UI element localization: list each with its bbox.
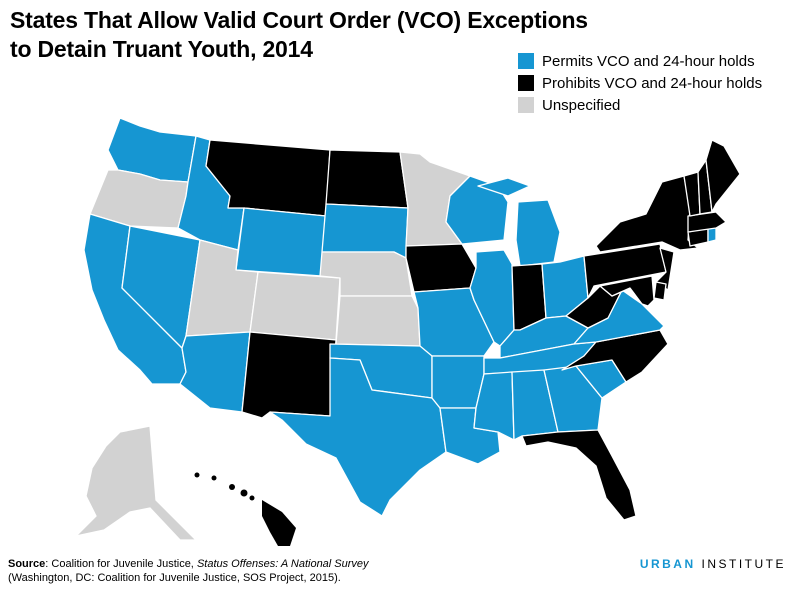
legend-swatch-permits bbox=[518, 53, 534, 69]
state-NM bbox=[241, 331, 337, 419]
state-CO bbox=[249, 271, 341, 341]
source-label: Source bbox=[8, 558, 46, 570]
state-WI bbox=[445, 175, 509, 245]
legend-label-permits: Permits VCO and 24-hour holds bbox=[542, 52, 755, 70]
legend-item-permits: Permits VCO and 24-hour holds bbox=[518, 50, 762, 72]
chart-title: States That Allow Valid Court Order (VCO… bbox=[10, 6, 588, 64]
state-ME bbox=[705, 139, 741, 213]
state-AZ bbox=[179, 331, 251, 413]
legend-label-unspecified: Unspecified bbox=[542, 96, 621, 114]
legend: Permits VCO and 24-hour holds Prohibits … bbox=[518, 50, 762, 116]
source-title: Status Offenses: A National Survey bbox=[196, 558, 369, 570]
state-IA bbox=[405, 243, 477, 293]
legend-label-prohibits: Prohibits VCO and 24-hour holds bbox=[542, 74, 763, 92]
legend-item-unspecified: Unspecified bbox=[518, 94, 762, 116]
state-WY bbox=[235, 207, 327, 277]
brand-urban: URBAN bbox=[639, 557, 696, 571]
state-FL bbox=[521, 429, 637, 521]
urban-institute-logo: URBAN INSTITUTE bbox=[640, 557, 786, 571]
state-DE bbox=[653, 281, 667, 301]
legend-item-prohibits: Prohibits VCO and 24-hour holds bbox=[518, 72, 762, 94]
state-IL bbox=[469, 249, 515, 347]
source-note: Source: Coalition for Juvenile Justice, … bbox=[8, 557, 428, 585]
state-KS bbox=[335, 295, 421, 347]
title-line-2: to Detain Truant Youth, 2014 bbox=[10, 36, 313, 62]
state-NY bbox=[595, 175, 699, 253]
state-ND bbox=[325, 149, 409, 209]
state-AK bbox=[75, 425, 197, 541]
source-text-2: (Washington, DC: Coalition for Juvenile … bbox=[8, 572, 341, 584]
brand-institute: INSTITUTE bbox=[695, 557, 786, 571]
state-NC bbox=[561, 329, 669, 383]
legend-swatch-prohibits bbox=[518, 75, 534, 91]
legend-swatch-unspecified bbox=[518, 97, 534, 113]
source-text-1: : Coalition for Juvenile Justice, bbox=[45, 558, 197, 570]
state-HI bbox=[194, 472, 296, 546]
state-SD bbox=[321, 203, 409, 259]
title-line-1: States That Allow Valid Court Order (VCO… bbox=[10, 7, 588, 33]
state-AR bbox=[431, 355, 485, 409]
state-MI bbox=[477, 177, 561, 267]
state-PA bbox=[583, 243, 667, 299]
state-RI bbox=[707, 227, 717, 243]
state-MD bbox=[599, 275, 655, 307]
state-TX bbox=[269, 357, 447, 517]
